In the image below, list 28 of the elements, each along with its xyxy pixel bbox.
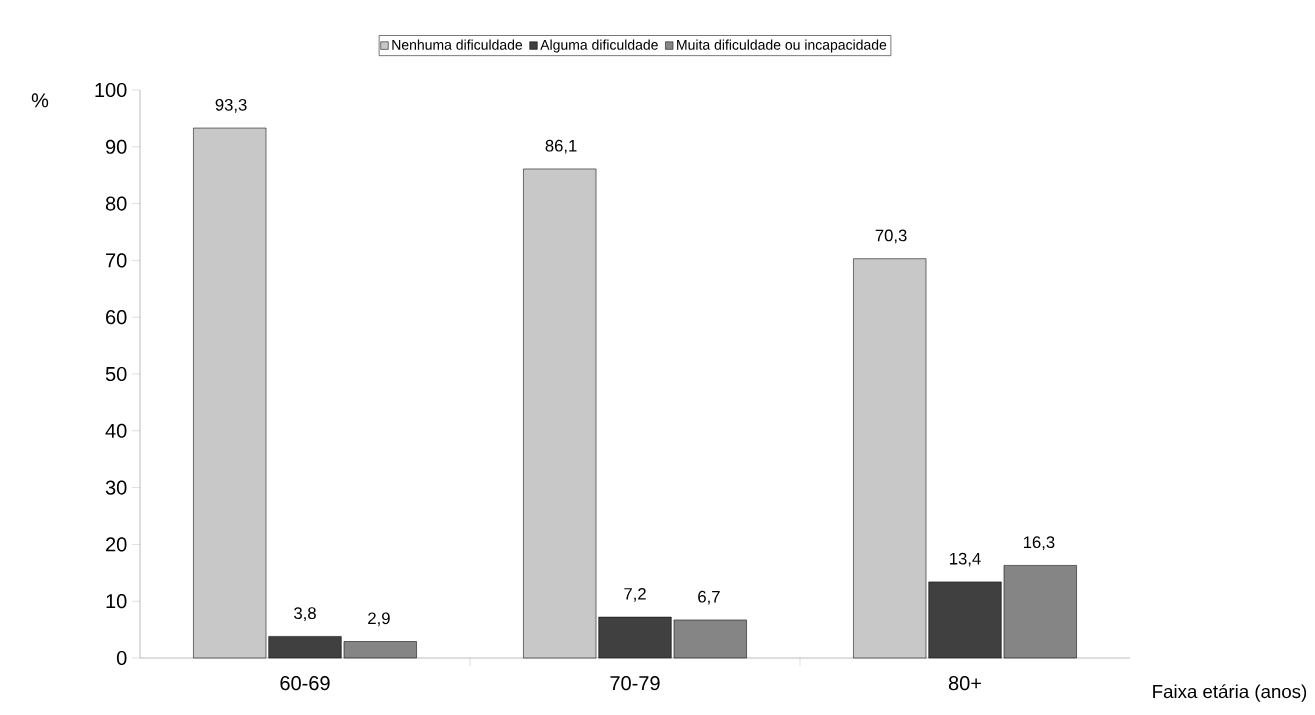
legend-label: Nenhuma dificuldade xyxy=(392,39,523,50)
data-label: 7,2 xyxy=(624,587,646,602)
legend-label: Alguma dificuldade xyxy=(540,39,658,53)
data-label: 86,1 xyxy=(545,139,577,154)
x-tick-label: 60-69 xyxy=(280,676,330,691)
data-label: 13,4 xyxy=(950,552,981,567)
y-tick-label: 80 xyxy=(105,196,127,211)
x-tick-label: 70-79 xyxy=(610,676,660,691)
y-axis-title: % xyxy=(31,93,49,108)
data-label: 6,7 xyxy=(698,590,720,605)
legend-label: Muita dificuldade ou incapacidade xyxy=(677,39,887,53)
y-tick-label: 100 xyxy=(95,82,127,98)
data-label: 16,3 xyxy=(1023,536,1055,551)
x-tick-label: 80+ xyxy=(948,676,981,691)
y-tick-label: 10 xyxy=(106,594,127,609)
y-tick-label: 40 xyxy=(105,423,127,438)
y-tick-label: 50 xyxy=(105,366,127,382)
y-tick-label: 0 xyxy=(116,650,127,666)
data-label: 93,3 xyxy=(215,98,247,113)
data-label: 70,3 xyxy=(875,229,907,244)
y-tick-label: 30 xyxy=(105,480,127,495)
y-tick-label: 70 xyxy=(106,253,127,268)
y-tick-label: 90 xyxy=(105,139,127,154)
x-axis-title: Faixa etária (anos) xyxy=(1153,684,1307,702)
data-label: 3,8 xyxy=(294,607,316,622)
y-tick-label: 20 xyxy=(106,537,127,552)
y-tick-label: 60 xyxy=(106,310,127,325)
data-label: 2,9 xyxy=(368,612,390,627)
